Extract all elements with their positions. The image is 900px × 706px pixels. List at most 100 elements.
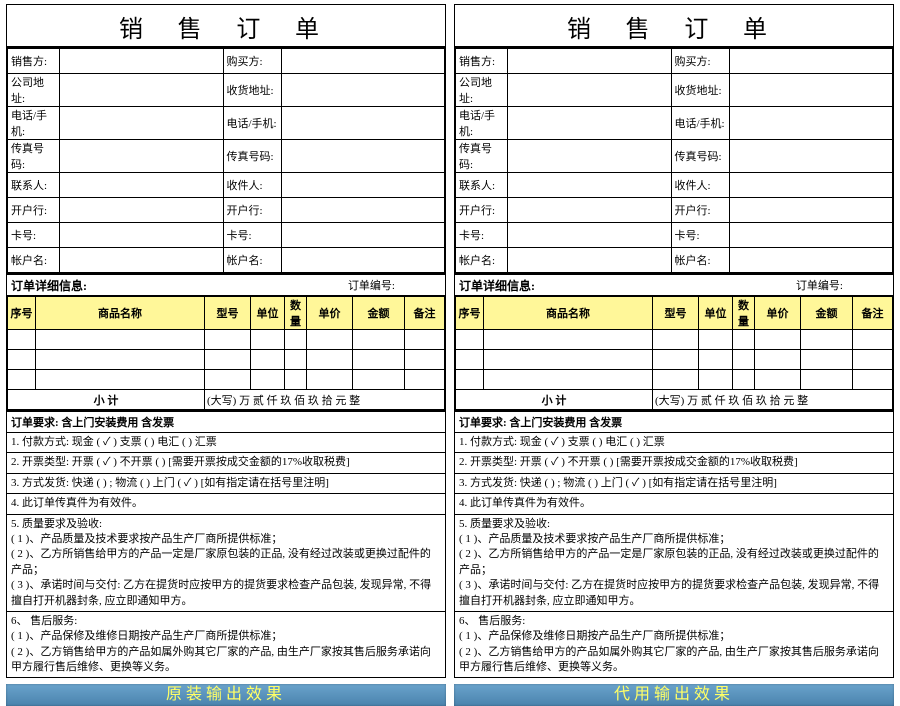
item-cell [8,350,36,370]
info-value-right [281,74,445,107]
info-value-left [60,198,224,223]
item-cell [484,370,653,390]
info-value-right [281,173,445,198]
item-cell [699,350,733,370]
col-header: 单位 [699,296,733,330]
item-cell [353,350,405,370]
subtotal-label: 小 计 [8,390,205,410]
info-value-left [60,173,224,198]
info-value-left [60,140,224,173]
info-label-right: 收货地址: [223,74,281,107]
info-label-left: 卡号: [8,223,60,248]
item-cell [307,370,353,390]
info-label-right: 传真号码: [671,140,729,173]
col-header: 备注 [853,296,893,330]
item-cell [285,350,307,370]
info-value-right [281,248,445,273]
info-table: 销售方:购买方:公司地址:收货地址:电话/手机:电话/手机:传真号码:传真号码:… [455,48,893,273]
item-cell [405,330,445,350]
col-header: 金额 [353,296,405,330]
col-header: 商品名称 [36,296,205,330]
req-line: 1. 付款方式: 现金 ( ✓ ) 支票 ( ) 电汇 ( ) 汇票 [455,433,893,453]
info-label-left: 帐户名: [8,248,60,273]
info-label-right: 开户行: [671,198,729,223]
items-table: 序号商品名称型号单位数量单价金额备注小 计(大写) 万 贰 仟 玖 佰 玖 拾 … [455,295,893,410]
info-value-left [508,107,672,140]
col-header: 数量 [285,296,307,330]
item-cell [205,370,251,390]
info-value-left [508,173,672,198]
info-label-left: 卡号: [456,223,508,248]
amount-in-words: (大写) 万 贰 仟 玖 佰 玖 拾 元 整 [653,390,893,410]
item-cell [755,330,801,350]
info-table: 销售方:购买方:公司地址:收货地址:电话/手机:电话/手机:传真号码:传真号码:… [7,48,445,273]
item-cell [484,350,653,370]
req-line: 2. 开票类型: 开票 ( ✓ ) 不开票 ( ) [需要开票按成交金额的17%… [7,453,445,473]
amount-in-words: (大写) 万 贰 仟 玖 佰 玖 拾 元 整 [205,390,445,410]
item-cell [205,350,251,370]
item-cell [853,370,893,390]
item-cell [733,330,755,350]
info-label-left: 销售方: [8,49,60,74]
req-line: 3. 方式发货: 快递 ( ) ; 物流 ( ) 上门 ( ✓ ) [如有指定请… [7,474,445,494]
info-value-left [508,248,672,273]
item-cell [285,370,307,390]
item-cell [456,370,484,390]
info-value-right [729,140,893,173]
detail-header: 订单详细信息:订单编号: [455,273,893,295]
item-cell [307,330,353,350]
info-label-left: 开户行: [456,198,508,223]
info-value-right [729,248,893,273]
info-value-right [729,49,893,74]
info-label-left: 传真号码: [456,140,508,173]
item-cell [653,330,699,350]
info-label-right: 传真号码: [223,140,281,173]
item-cell [653,350,699,370]
info-value-right [281,49,445,74]
info-label-right: 收货地址: [671,74,729,107]
info-value-right [281,107,445,140]
col-header: 型号 [653,296,699,330]
info-label-left: 电话/手机: [8,107,60,140]
info-label-left: 开户行: [8,198,60,223]
info-label-left: 公司地址: [456,74,508,107]
info-label-left: 电话/手机: [456,107,508,140]
items-table: 序号商品名称型号单位数量单价金额备注小 计(大写) 万 贰 仟 玖 佰 玖 拾 … [7,295,445,410]
info-value-right [729,173,893,198]
item-cell [36,370,205,390]
info-label-right: 卡号: [671,223,729,248]
item-cell [801,330,853,350]
info-label-left: 联系人: [8,173,60,198]
req-line: 1. 付款方式: 现金 ( ✓ ) 支票 ( ) 电汇 ( ) 汇票 [7,433,445,453]
req-line: 6、 售后服务: ( 1 )、产品保修及维修日期按产品生产厂商所提供标准； ( … [455,612,893,678]
col-header: 单价 [755,296,801,330]
col-header: 型号 [205,296,251,330]
detail-header: 订单详细信息:订单编号: [7,273,445,295]
info-value-left [508,198,672,223]
info-label-left: 公司地址: [8,74,60,107]
item-cell [353,330,405,350]
form-title: 销 售 订 单 [7,5,445,48]
detail-title: 订单详细信息: [7,277,348,294]
req-line: 5. 质量要求及验收: ( 1 )、产品质量及技术要求按产品生产厂商所提供标准；… [455,515,893,612]
item-cell [653,370,699,390]
item-cell [456,330,484,350]
info-value-left [60,74,224,107]
info-label-right: 电话/手机: [223,107,281,140]
col-header: 数量 [733,296,755,330]
col-header: 备注 [405,296,445,330]
col-header: 序号 [456,296,484,330]
item-cell [801,350,853,370]
item-cell [36,350,205,370]
info-label-right: 帐户名: [671,248,729,273]
item-cell [853,350,893,370]
info-label-left: 帐户名: [456,248,508,273]
caption-right: 代用输出效果 [454,684,894,706]
order-no-label: 订单编号: [348,277,445,293]
col-header: 金额 [801,296,853,330]
item-cell [353,370,405,390]
requirements: 订单要求: 含上门安装费用 含发票1. 付款方式: 现金 ( ✓ ) 支票 ( … [7,410,445,677]
info-value-right [729,107,893,140]
item-cell [853,330,893,350]
item-cell [307,350,353,370]
